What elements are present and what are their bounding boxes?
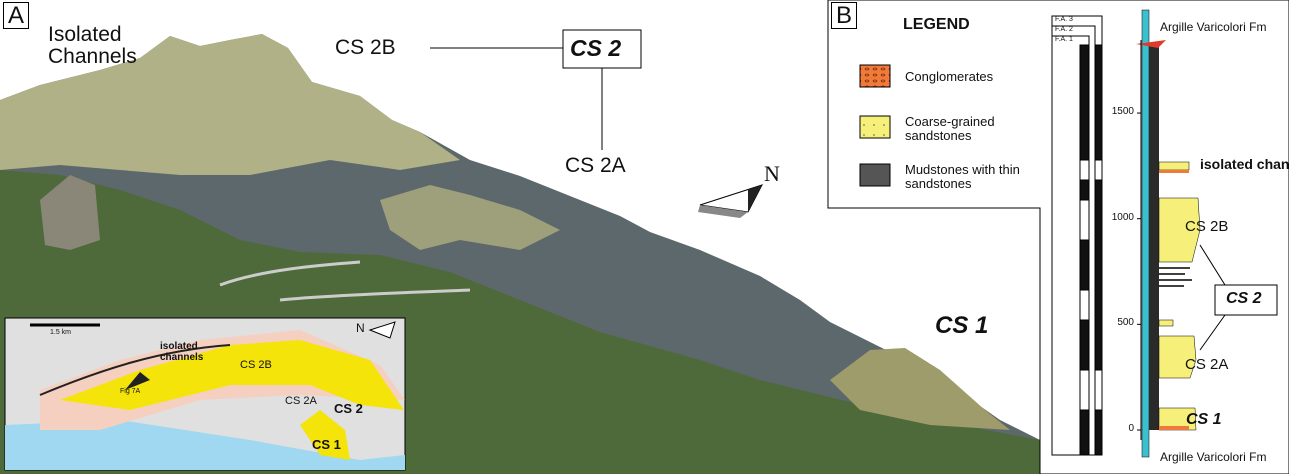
unit-label: Argille Varicolori Fm <box>1160 21 1266 34</box>
panel-letter: A <box>3 2 29 29</box>
fa-label: F.A. 1 <box>1055 36 1073 43</box>
inset-label: 1.5 km <box>50 329 71 336</box>
inset-label: CS 2 <box>334 402 363 416</box>
legend-item: Mudstones with thin sandstones <box>905 163 1020 190</box>
legend-swatches <box>860 65 890 186</box>
label: CS 1 <box>935 313 988 338</box>
inset-label: isolated channels <box>160 342 220 363</box>
log-label: CS 2B <box>1185 219 1228 235</box>
drawing <box>0 0 1289 474</box>
label: N <box>764 162 780 185</box>
log-label: CS 2 <box>1226 291 1262 308</box>
tick-label: 0 <box>1128 424 1134 435</box>
inset-map <box>5 318 405 470</box>
legend-item: Conglomerates <box>905 70 993 84</box>
figure: A Isolated Channels CS 2B CS 2 CS 2A N C… <box>0 0 1289 474</box>
inset-label: CS 2A <box>285 396 317 408</box>
label: CS 2 <box>570 36 621 60</box>
panel-letter: B <box>831 2 857 29</box>
tick-label: 500 <box>1117 318 1134 329</box>
tick-label: 1500 <box>1112 107 1134 118</box>
fa-label: F.A. 3 <box>1055 16 1073 23</box>
inset-label: CS 2B <box>240 360 272 372</box>
legend-item: Coarse-grained sandstones <box>905 115 1005 142</box>
label: CS 2B <box>335 37 396 59</box>
unit-label: Argille Varicolori Fm <box>1160 451 1266 464</box>
log-label: isolated channels <box>1200 157 1289 172</box>
log-label: CS 2A <box>1185 357 1228 373</box>
label: Isolated Channels <box>48 24 158 68</box>
label: CS 2A <box>565 155 626 177</box>
log-label: CS 1 <box>1186 412 1222 429</box>
facies-columns <box>1052 16 1102 455</box>
legend-title: LEGEND <box>903 17 970 34</box>
tick-label: 1000 <box>1112 213 1134 224</box>
inset-label: Fig 7A <box>120 388 140 395</box>
inset-label: CS 1 <box>312 438 341 452</box>
inset-label: N <box>356 322 365 335</box>
fa-label: F.A. 2 <box>1055 26 1073 33</box>
